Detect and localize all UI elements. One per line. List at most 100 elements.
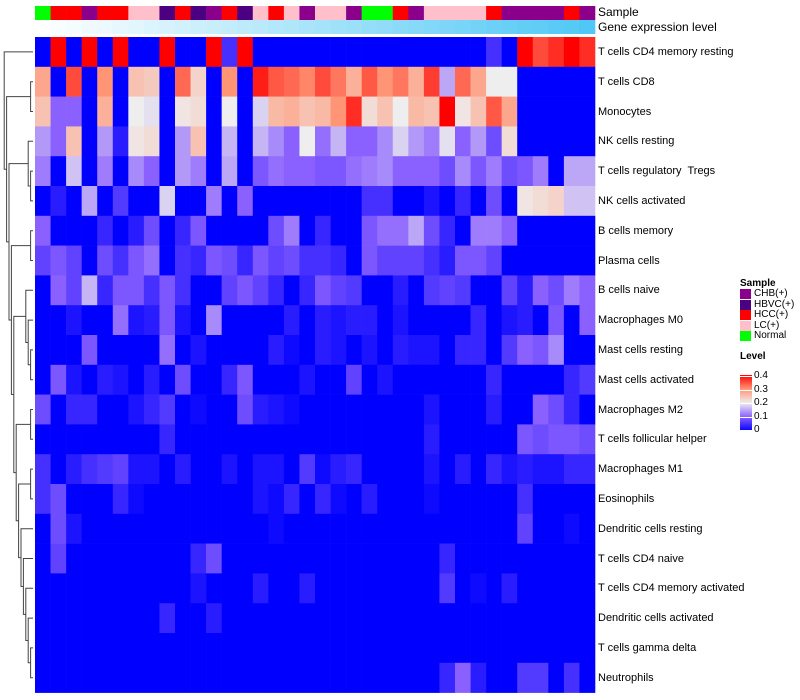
heatmap-cell — [579, 484, 596, 515]
heatmap-cell — [517, 573, 534, 604]
heatmap-cell — [175, 275, 191, 306]
heatmap-cell — [159, 245, 176, 276]
heatmap-cell — [361, 335, 378, 366]
heatmap-cell — [35, 126, 51, 157]
heatmap-cell — [579, 126, 596, 157]
heatmap-cell — [81, 245, 98, 276]
heatmap-cell — [299, 573, 316, 604]
gene-level-annotation-cell — [252, 20, 269, 34]
heatmap-cell — [423, 543, 440, 574]
sample-legend: Sample CHB(+) HBVC(+) HCC(+) LC(+) Normal — [740, 278, 794, 342]
heatmap-cell — [315, 513, 331, 544]
heatmap-cell — [206, 275, 222, 306]
gene-level-annotation-cell — [392, 20, 409, 34]
heatmap-cell — [81, 543, 98, 574]
heatmap-cell — [252, 364, 269, 395]
heatmap-cell — [470, 66, 487, 97]
heatmap-cell — [346, 245, 362, 276]
heatmap-cell — [159, 66, 176, 97]
heatmap-cell — [361, 543, 378, 574]
heatmap-cell — [439, 275, 456, 306]
heatmap-cell — [439, 484, 456, 515]
gene-level-annotation-cell — [35, 20, 51, 34]
heatmap-cell — [268, 156, 285, 187]
row-label: T cells gamma delta — [598, 642, 697, 654]
heatmap-cell — [237, 126, 254, 157]
heatmap-cell — [97, 186, 114, 217]
heatmap-cell — [486, 37, 502, 68]
heatmap-cell — [221, 543, 238, 574]
heatmap-cell — [563, 66, 580, 97]
heatmap-cell — [330, 335, 347, 366]
heatmap-cell — [532, 245, 549, 276]
heatmap-cell — [392, 275, 409, 306]
heatmap-cell — [501, 394, 518, 425]
heatmap-cell — [299, 126, 316, 157]
heatmap-cell — [206, 424, 222, 455]
heatmap-cell — [66, 662, 82, 693]
level-legend: Level 0.4 0.3 0.2 0.1 0 — [740, 351, 768, 437]
heatmap-cell — [143, 603, 160, 634]
heatmap-cell — [455, 305, 471, 336]
heatmap-cell — [579, 394, 596, 425]
heatmap-cell — [486, 275, 502, 306]
heatmap-cell — [361, 513, 378, 544]
heatmap-cell — [66, 394, 82, 425]
heatmap-cell — [346, 305, 362, 336]
heatmap-cell — [377, 156, 394, 187]
heatmap-cell — [346, 662, 362, 693]
heatmap-cell — [50, 662, 67, 693]
heatmap-cell — [112, 513, 129, 544]
heatmap-cell — [470, 335, 487, 366]
sample-annotation-cell — [548, 6, 565, 20]
heatmap-cell — [517, 394, 534, 425]
heatmap-cell — [237, 364, 254, 395]
heatmap-cell — [268, 603, 285, 634]
gene-level-annotation-cell — [517, 20, 534, 34]
heatmap-cell — [486, 305, 502, 336]
heatmap-cell — [330, 364, 347, 395]
heatmap-cell — [143, 215, 160, 246]
heatmap-cell — [35, 364, 51, 395]
level-tick-mark — [740, 430, 752, 431]
heatmap-cell — [268, 543, 285, 574]
heatmap-cell — [517, 335, 534, 366]
dendrogram-branch — [30, 647, 33, 679]
heatmap-cell — [97, 662, 114, 693]
heatmap-cell — [112, 245, 129, 276]
heatmap-cell — [548, 126, 565, 157]
heatmap-cell — [283, 454, 300, 485]
heatmap-cell — [315, 156, 331, 187]
legend-swatch — [740, 331, 751, 342]
heatmap-cell — [361, 424, 378, 455]
heatmap-cell — [455, 66, 471, 97]
sample-annotation-cell — [579, 6, 596, 20]
heatmap-cell — [221, 603, 238, 634]
heatmap-cell — [283, 96, 300, 127]
heatmap-cell — [252, 454, 269, 485]
heatmap-cell — [548, 66, 565, 97]
heatmap-cell — [299, 186, 316, 217]
heatmap-cell — [439, 66, 456, 97]
heatmap-cell — [563, 633, 580, 664]
heatmap-cell — [346, 543, 362, 574]
heatmap-cell — [190, 454, 207, 485]
heatmap-cell — [299, 37, 316, 68]
heatmap-cell — [548, 394, 565, 425]
heatmap-cell — [501, 275, 518, 306]
heatmap-cell — [517, 364, 534, 395]
heatmap-cell — [408, 245, 425, 276]
heatmap-cell — [50, 245, 67, 276]
heatmap-cell — [563, 573, 580, 604]
heatmap-cell — [175, 484, 191, 515]
heatmap-cell — [408, 603, 425, 634]
row-label: T cells follicular helper — [598, 433, 707, 446]
heatmap-cell — [175, 364, 191, 395]
heatmap-cell — [548, 245, 565, 276]
heatmap-cell — [330, 156, 347, 187]
heatmap-cell — [346, 275, 362, 306]
sample-annotation-cell — [330, 6, 347, 20]
heatmap-cell — [128, 305, 145, 336]
heatmap-cell — [361, 215, 378, 246]
sample-annotation-cell — [190, 6, 207, 20]
